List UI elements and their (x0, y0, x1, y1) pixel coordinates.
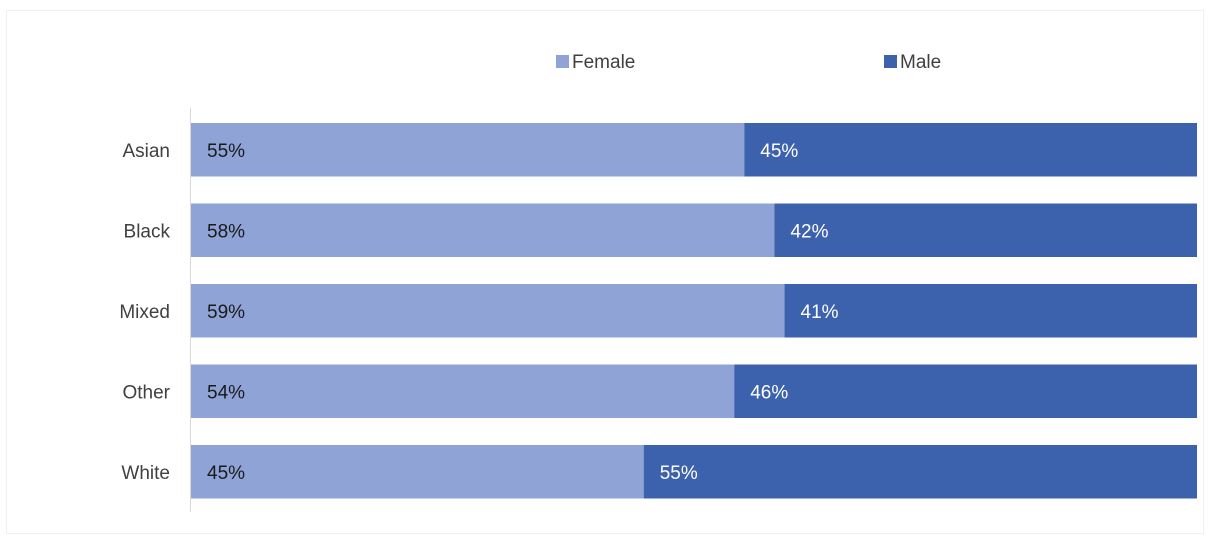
bar-white-male (643, 445, 1197, 499)
category-label-black: Black (124, 221, 171, 242)
data-label-mixed-male: 41% (801, 302, 839, 323)
category-axis-labels: Asian Black Mixed Other White (119, 141, 170, 484)
category-label-asian: Asian (122, 141, 170, 162)
bar-mixed-female (191, 284, 785, 338)
data-label-other-female: 54% (207, 382, 245, 403)
data-label-mixed-female: 59% (207, 302, 245, 323)
data-label-white-male: 55% (660, 463, 698, 484)
data-labels: 55% 45% 58% 42% 59% 41% 54% 46% 45% 55% (207, 141, 839, 484)
data-label-asian-male: 45% (760, 141, 798, 162)
data-label-white-female: 45% (207, 463, 245, 484)
legend-swatch-male (884, 55, 897, 68)
data-label-other-male: 46% (750, 382, 788, 403)
category-label-mixed: Mixed (119, 302, 170, 323)
bar-asian-male (744, 123, 1197, 177)
data-label-black-female: 58% (207, 221, 245, 242)
legend-label-male: Male (900, 52, 941, 73)
bar-black-male (774, 203, 1197, 257)
data-label-asian-female: 55% (207, 141, 245, 162)
bar-asian-female (191, 123, 745, 177)
bar-other-male (734, 364, 1197, 418)
bar-white-female (191, 445, 644, 499)
bar-black-female (191, 203, 775, 257)
bar-other-female (191, 364, 735, 418)
data-label-black-male: 42% (790, 221, 828, 242)
legend-label-female: Female (572, 52, 635, 73)
legend-swatch-female (556, 55, 569, 68)
bars (191, 123, 1197, 499)
category-label-other: Other (122, 382, 170, 403)
bar-mixed-male (784, 284, 1197, 338)
category-label-white: White (121, 463, 170, 484)
legend: Female Male (556, 52, 941, 73)
